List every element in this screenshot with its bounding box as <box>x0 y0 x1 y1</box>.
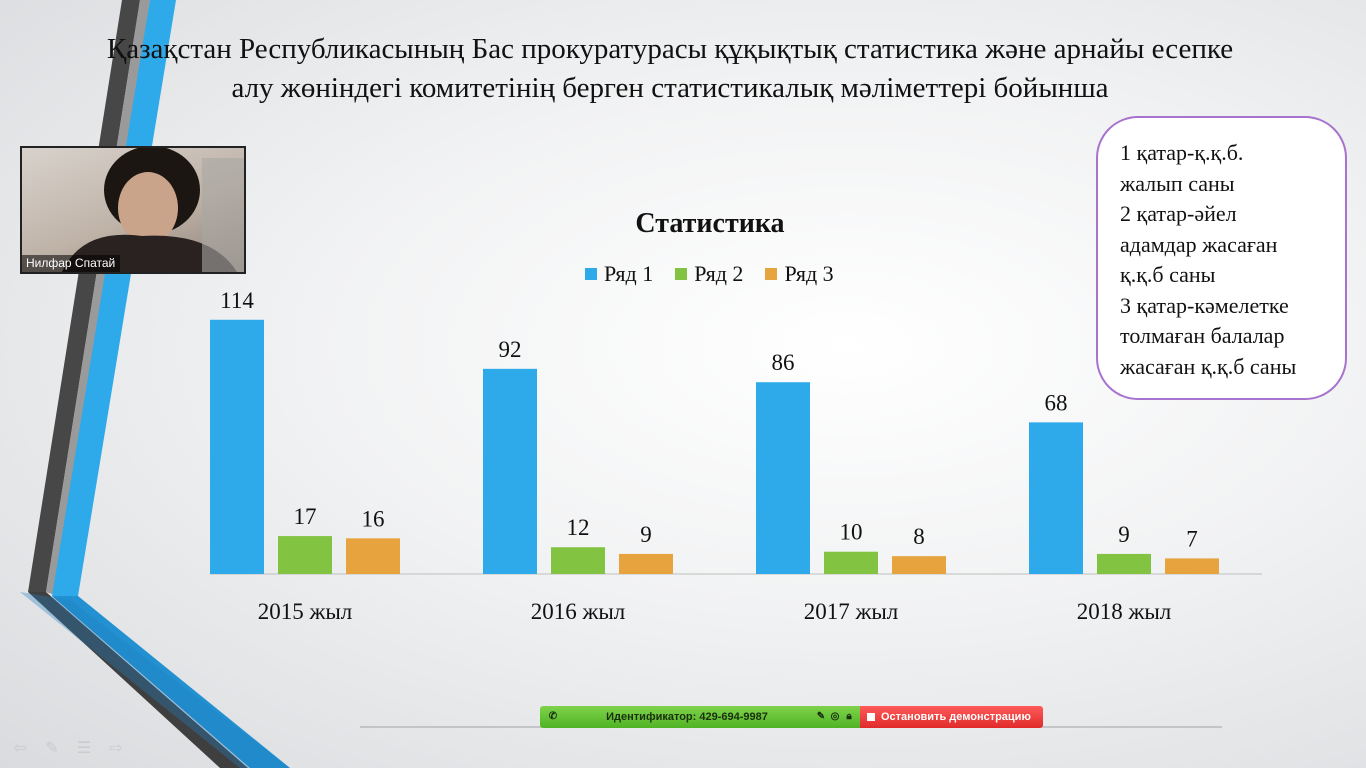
stop-share-label: Остановить демонстрацию <box>881 711 1031 723</box>
x-tick-label: 2015 жыл <box>258 599 353 624</box>
participant-name: Нилфар Спатай <box>22 255 121 272</box>
bar-series-2-2015-жыл <box>278 536 332 574</box>
dark-blue-base <box>20 592 290 768</box>
webcam-thumbnail[interactable]: Нилфар Спатай <box>20 146 246 274</box>
note-line: жалып саны <box>1120 170 1235 196</box>
slide-title: Қазақстан Республикасының Бас прокуратур… <box>106 33 1234 104</box>
dark-stripe-lower <box>28 592 248 768</box>
next-slide-icon[interactable]: ⇨ <box>109 738 123 757</box>
data-label: 7 <box>1186 526 1198 551</box>
bar-series-3-2017-жыл <box>892 556 946 574</box>
data-label: 86 <box>772 350 795 375</box>
data-label: 114 <box>220 288 254 313</box>
meeting-id: Идентификатор: 429-694-9987 <box>606 711 768 723</box>
bar-series-1-2015-жыл <box>210 319 264 574</box>
record-icon[interactable]: ◎ <box>830 711 840 722</box>
x-tick-label: 2017 жыл <box>804 599 899 624</box>
bar-series-3-2016-жыл <box>619 553 673 574</box>
bar-series-2-2017-жыл <box>824 551 878 574</box>
bar-series-3-2018-жыл <box>1165 558 1219 574</box>
data-label: 12 <box>567 515 590 540</box>
bar-series-3-2015-жыл <box>346 538 400 574</box>
legend-label-series-1: Ряд 1 <box>604 261 654 286</box>
menu-icon[interactable]: ☰ <box>76 738 92 757</box>
pen-icon[interactable]: ✎ <box>45 738 59 757</box>
stop-share-button[interactable]: Остановить демонстрацию <box>860 706 1043 728</box>
legend-label-series-2: Ряд 2 <box>694 261 744 286</box>
toolbar-icons: ✎ ◎ 🔒︎ <box>816 712 854 722</box>
bar-series-1-2017-жыл <box>756 382 810 574</box>
stop-icon <box>867 713 875 721</box>
legend-swatch-series-3 <box>765 268 778 280</box>
bar-series-1-2016-жыл <box>483 368 537 574</box>
prev-slide-icon[interactable]: ⇦ <box>13 738 27 757</box>
note-line: 1 қатар-қ.қ.б. <box>1120 140 1244 165</box>
legend-note-box: 1 қатар-қ.қ.б. жалып саны 2 қатар-әйел а… <box>1096 116 1347 400</box>
note-line: қ.қ.б саны <box>1120 262 1216 287</box>
data-label: 17 <box>294 504 317 529</box>
mic-icon[interactable]: ✎ <box>816 711 826 722</box>
meeting-info-bar[interactable]: ✆ Идентификатор: 429-694-9987 ✎ ◎ 🔒︎ <box>540 706 860 728</box>
legend-label-series-3: Ряд 3 <box>784 261 834 286</box>
bar-series-1-2018-жыл <box>1029 422 1083 574</box>
x-tick-label: 2018 жыл <box>1077 599 1172 624</box>
bar-series-2-2016-жыл <box>551 547 605 574</box>
legend-swatch-series-2 <box>675 268 688 280</box>
participant-video <box>62 148 244 272</box>
data-label: 9 <box>640 522 652 547</box>
data-label: 92 <box>499 337 522 362</box>
blue-stripe-lower <box>52 596 290 768</box>
note-line: адамдар жасаған <box>1120 231 1278 257</box>
data-label: 9 <box>1118 522 1130 547</box>
data-label: 68 <box>1045 390 1068 415</box>
zoom-share-toolbar: ✆ Идентификатор: 429-694-9987 ✎ ◎ 🔒︎ Ост… <box>540 706 1043 728</box>
legend-item-series-2: Ряд 2 <box>675 261 743 287</box>
note-line: жасаған қ.қ.б саны <box>1120 353 1297 379</box>
note-line: 2 қатар-әйел <box>1120 201 1237 226</box>
bar-series-2-2018-жыл <box>1097 553 1151 574</box>
chart-title: Статистика <box>635 208 785 239</box>
x-tick-label: 2016 жыл <box>531 599 626 624</box>
lock-icon[interactable]: 🔒︎ <box>846 711 852 722</box>
note-line: толмаған балалар <box>1120 323 1285 348</box>
data-label: 8 <box>913 524 925 549</box>
slide-navigation: ⇦ ✎ ☰ ⇨ <box>8 738 128 757</box>
legend-swatch-series-1 <box>585 268 597 280</box>
chart-legend: Ряд 1 Ряд 2 Ряд 3 <box>585 260 834 288</box>
legend-item-series-3: Ряд 3 <box>765 261 834 287</box>
note-line: 3 қатар-кәмелетке <box>1120 292 1289 318</box>
data-label: 10 <box>840 520 863 545</box>
phone-icon[interactable]: ✆ <box>548 711 558 722</box>
data-label: 16 <box>362 506 385 531</box>
legend-item-series-1: Ряд 1 <box>585 261 653 287</box>
